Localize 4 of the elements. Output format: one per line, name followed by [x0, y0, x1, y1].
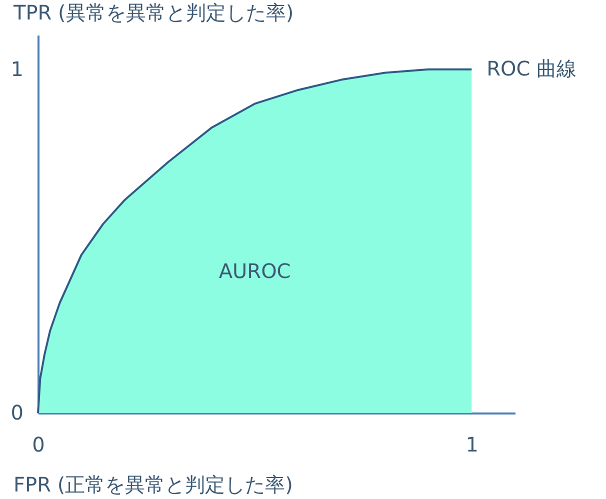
annotation: AUROC: [218, 259, 291, 284]
annotation: ROC 曲線: [486, 56, 577, 80]
y-axis-title: TPR (異常を異常と判定した率): [12, 0, 294, 24]
x-axis-title: FPR (正常を異常と判定した率): [14, 472, 293, 496]
